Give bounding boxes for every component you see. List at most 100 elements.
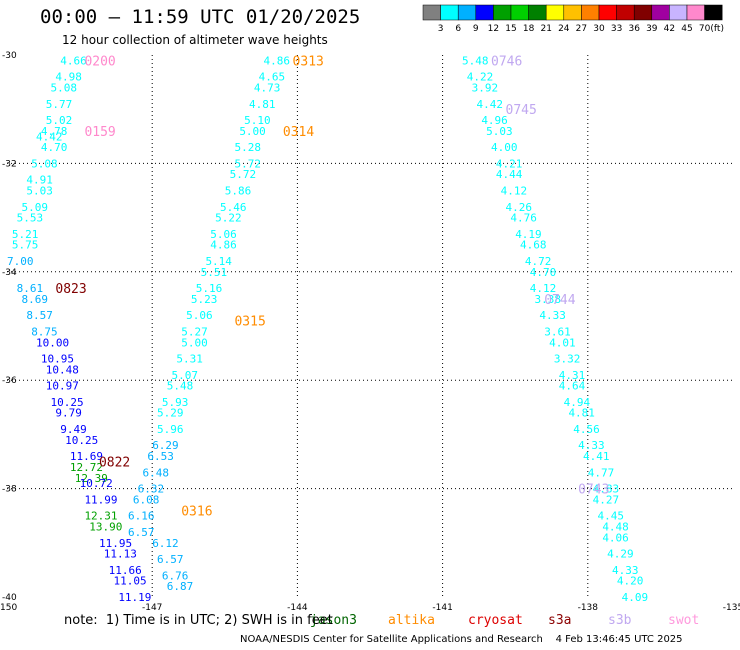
pass-time-label: 0316 [181, 504, 212, 519]
legend-altika: altika [388, 613, 435, 628]
wave-height-plot: -150 -147 -144 -141 -138 -135 -30 -32 -34 -36 -38 -… [0, 51, 740, 612]
wave-height-label: 5.08 [51, 82, 77, 95]
colorbar-unit: (ft) [710, 24, 724, 34]
wave-height-label: 5.28 [234, 141, 260, 154]
wave-height-label: 4.41 [583, 450, 610, 463]
wave-height-label: 4.81 [249, 98, 276, 111]
wave-height-label: 4.06 [602, 531, 629, 544]
wave-height-label: 10.25 [65, 434, 98, 447]
wave-height-label: 4.81 [568, 407, 595, 420]
wave-height-label: 6.76 [162, 569, 189, 582]
wave-height-label: 5.02 [46, 114, 73, 127]
wave-height-label: 5.77 [46, 98, 73, 111]
wave-height-label: 10.97 [46, 380, 79, 393]
wave-height-label: 6.53 [147, 450, 174, 463]
wave-height-label: 6.12 [152, 537, 179, 550]
legend-cryosat: cryosat [468, 613, 523, 628]
wave-height-label: 4.64 [559, 380, 586, 393]
wave-height-label: 13.90 [89, 521, 122, 534]
wave-height-label: 5.72 [234, 157, 260, 170]
wave-height-label: 10.72 [80, 477, 113, 490]
wave-height-label: 4.42 [36, 130, 63, 143]
wave-height-label: 8.69 [22, 293, 49, 306]
wave-height-label: 4.21 [496, 157, 522, 170]
wave-height-label: 5.07 [172, 369, 199, 382]
colorbar-label: 33 [611, 24, 622, 34]
legend-jason3: jason3 [310, 613, 357, 628]
pass-time-label: 0822 [99, 456, 130, 471]
colorbar-label: 6 [455, 24, 461, 34]
wave-height-label: 10.25 [51, 396, 84, 409]
y-tick-label: -34 [2, 268, 17, 278]
wave-height-label: 4.78 [41, 125, 68, 138]
wave-height-label: 4.86 [264, 54, 291, 67]
y-tick-label: -30 [2, 51, 17, 61]
wave-height-label: 4.01 [549, 336, 576, 349]
wave-height-label: 4.48 [602, 521, 629, 534]
wave-height-label: 12.39 [75, 472, 108, 485]
wave-height-label: 5.14 [205, 255, 232, 268]
wave-height-label: 4.66 [60, 54, 87, 67]
wave-height-label: 5.23 [191, 293, 218, 306]
y-tick-label: -36 [2, 376, 17, 386]
wave-height-label: 11.95 [99, 537, 132, 550]
pass-time-label: 0746 [491, 54, 522, 69]
wave-height-label: 3.92 [472, 82, 499, 95]
wave-height-label: 4.27 [593, 493, 620, 506]
wave-height-label: 5.86 [225, 185, 252, 198]
wave-height-label: 12.72 [70, 461, 103, 474]
colorbar-label: 9 [473, 24, 479, 34]
colorbar-label: 15 [505, 24, 516, 34]
y-tick-label: -38 [2, 485, 17, 495]
legend-s3b: s3b [608, 613, 632, 628]
wave-height-label: 4.83 [593, 483, 620, 496]
wave-height-label: 8.75 [31, 325, 58, 338]
wave-height-label: 4.44 [496, 168, 523, 181]
wave-height-label: 11.99 [84, 493, 117, 506]
wave-height-label: 4.42 [476, 98, 503, 111]
wave-height-label: 5.03 [26, 185, 53, 198]
wave-height-label: 5.75 [12, 239, 39, 252]
wave-height-label: 5.46 [220, 201, 247, 214]
wave-height-label: 4.31 [559, 369, 586, 382]
wave-height-label: 5.00 [181, 336, 208, 349]
legend-s3a: s3a [548, 613, 572, 628]
y-tick-label: -40 [2, 593, 17, 603]
footnote: note: 1) Time is in UTC; 2) SWH is in fe… [64, 613, 333, 628]
wave-height-label: 4.12 [530, 282, 557, 295]
wave-height-label: 4.33 [612, 564, 639, 577]
wave-height-label: 10.48 [46, 363, 79, 376]
wave-height-label: 6.87 [167, 580, 194, 593]
pass-time-label: 0315 [234, 315, 265, 330]
wave-height-label: 4.45 [597, 510, 624, 523]
wave-height-label: 11.19 [118, 591, 151, 604]
pass-time-label: 0745 [506, 103, 537, 118]
wave-height-label: 5.48 [167, 380, 194, 393]
wave-height-label: 12.31 [84, 510, 117, 523]
wave-height-label: 5.51 [201, 266, 228, 279]
wave-height-label: 11.05 [113, 575, 146, 588]
wave-height-label: 11.66 [109, 564, 142, 577]
colorbar-label: 39 [646, 24, 658, 34]
wave-height-label: 4.76 [510, 212, 537, 225]
pass-time-label: 0314 [283, 125, 314, 140]
wave-height-label: 6.16 [128, 510, 155, 523]
wave-height-label: 8.61 [17, 282, 44, 295]
wave-height-label: 10.95 [41, 353, 74, 366]
colorbar-label: 45 [681, 24, 692, 34]
wave-height-label: 4.65 [259, 71, 286, 84]
wave-height-label: 4.22 [467, 71, 494, 84]
x-tick-label: -147 [142, 603, 162, 612]
colorbar-label: 24 [558, 24, 570, 34]
wave-height-label: 11.13 [104, 548, 137, 561]
wave-height-label: 4.68 [520, 239, 547, 252]
wave-height-label: 5.31 [176, 353, 203, 366]
wave-height-label: 4.70 [41, 141, 68, 154]
pass-time-label: 0313 [293, 54, 324, 69]
wave-height-label: 5.03 [486, 125, 513, 138]
wave-height-label: 4.12 [501, 185, 528, 198]
wave-height-label: 4.91 [26, 174, 53, 187]
legend-swot: swot [668, 613, 700, 628]
wave-height-label: 5.53 [17, 212, 44, 225]
wave-height-label: 5.06 [210, 228, 237, 241]
